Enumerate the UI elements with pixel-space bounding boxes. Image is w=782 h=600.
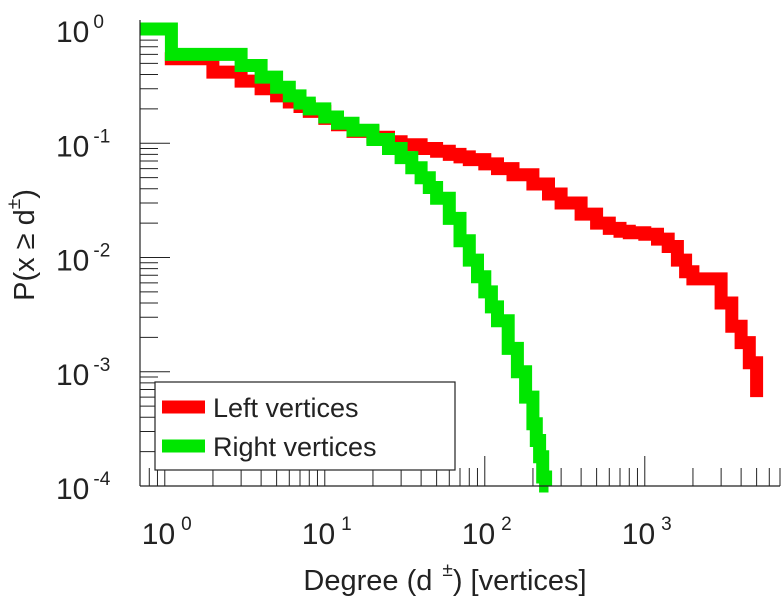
legend-label-left-vertices: Left vertices bbox=[213, 393, 359, 423]
y-tick-label: 10 0 bbox=[56, 12, 104, 49]
x-tick-label: 10 0 bbox=[142, 514, 192, 551]
x-tick-labels: 10 0 10 1 10 2 10 3 bbox=[142, 514, 672, 551]
legend-label-right-vertices: Right vertices bbox=[213, 432, 377, 462]
axes bbox=[139, 20, 780, 487]
series-right-vertices-line bbox=[140, 22, 553, 493]
legend-box bbox=[154, 381, 456, 471]
y-tick-label: 10 -1 bbox=[56, 126, 110, 163]
y-tick-label: 10 -4 bbox=[56, 469, 111, 506]
y-tick-label: 10 -3 bbox=[56, 355, 110, 392]
legend: Left vertices Right vertices bbox=[154, 381, 456, 471]
series-layer bbox=[140, 22, 764, 493]
x-tick-label: 10 3 bbox=[622, 514, 672, 551]
x-tick-label: 10 1 bbox=[302, 514, 352, 551]
y-axis-title: P(x ≥ d±) bbox=[4, 189, 41, 301]
x-tick-label: 10 2 bbox=[462, 514, 512, 551]
x-axis-title: Degree (d ±) [vertices] bbox=[303, 560, 586, 597]
y-tick-label: 10 -2 bbox=[56, 241, 110, 278]
